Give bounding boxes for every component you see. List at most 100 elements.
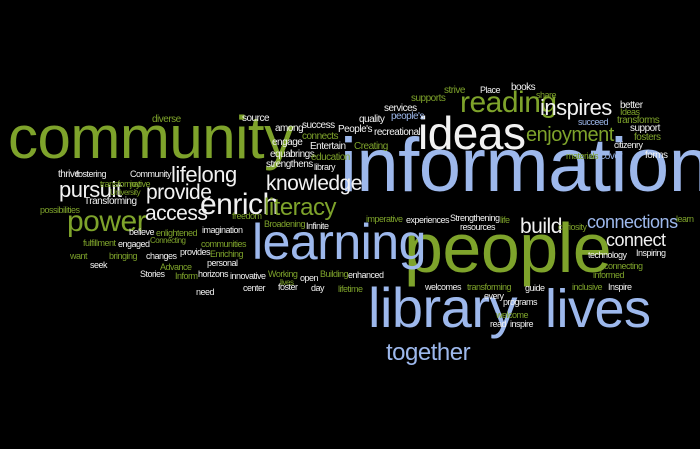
word-recreational: recreational: [374, 127, 421, 138]
word-inspire: inspire: [510, 319, 534, 329]
word-imagination: imagination: [202, 225, 243, 235]
word-diverse: diverse: [152, 114, 181, 125]
word-building: Building: [320, 269, 349, 279]
word-enlightened: enlightened: [156, 228, 198, 238]
word-creating: Creating: [354, 141, 388, 152]
word-read: read: [490, 319, 507, 329]
word-working: Working: [268, 269, 298, 279]
word-provides: provides: [180, 247, 211, 257]
word-together: together: [386, 339, 471, 366]
word-pursuit: pursuit: [59, 177, 122, 202]
word-power: power: [67, 205, 147, 238]
word-people: people: [404, 209, 612, 287]
word-transforms: transforms: [617, 115, 660, 126]
word-welcomes: welcomes: [425, 282, 462, 292]
word-lifetime: lifetime: [338, 284, 363, 294]
word-transformative: transformative: [100, 179, 151, 189]
word-joy: joy: [130, 179, 141, 189]
word-strengthens: strengthens: [266, 159, 313, 170]
word-brings: brings: [290, 149, 315, 160]
word-transforming: Transforming: [84, 196, 137, 207]
word-entertain: Entertain: [310, 141, 346, 152]
word-citizenry: citizenry: [614, 140, 643, 150]
word-engage: engage: [272, 137, 303, 148]
word-books: books: [511, 82, 536, 93]
word-enriching: Enriching: [210, 249, 244, 259]
word-need: need: [196, 287, 215, 297]
word-reading: reading: [460, 86, 557, 119]
word-enrich: enrich: [200, 188, 279, 221]
word-university: University: [110, 188, 141, 197]
word-curiosity: curiosity: [558, 222, 587, 232]
word-informed: informed: [593, 270, 625, 280]
word-ideas-small: Ideas: [620, 107, 640, 117]
word-inclusive: inclusive: [572, 282, 603, 292]
word-better: better: [620, 100, 643, 111]
word-connects: connects: [302, 131, 339, 142]
word-inspiring: Inspiring: [636, 248, 666, 258]
word-seek: seek: [90, 260, 108, 270]
word-source: source: [242, 113, 270, 124]
word-knowledge: knowledge: [266, 172, 362, 195]
word-quality: quality: [359, 114, 385, 125]
word-inspire-cap: Inspire: [608, 282, 632, 292]
word-welcome: welcome: [496, 310, 529, 320]
word-peoples: people's: [391, 111, 424, 122]
word-access: access: [145, 202, 208, 225]
word-literacy: literacy: [264, 194, 337, 221]
word-build: build: [520, 215, 562, 238]
word-fosters: fosters: [634, 132, 661, 143]
word-enjoyment: enjoyment: [526, 124, 614, 146]
word-foster: foster: [278, 282, 298, 292]
word-infinite: Infinite: [306, 221, 329, 231]
word-inform: Inform: [175, 271, 198, 281]
word-transforming-small: transforming: [467, 282, 512, 292]
word-broadening: Broadening: [264, 219, 306, 229]
word-engaged: engaged: [118, 239, 150, 249]
word-succeed: succeed: [578, 117, 609, 127]
word-connecting-small: connecting: [604, 261, 643, 271]
word-possibilities: possibilities: [40, 205, 80, 215]
word-every: every: [484, 291, 504, 301]
word-fulfillment: fulfillment: [83, 238, 116, 248]
word-library: library: [368, 276, 517, 339]
word-lives-small: lives: [280, 278, 294, 287]
word-equal: equal: [270, 149, 292, 160]
word-information: information: [340, 123, 700, 208]
word-enhanced: enhanced: [348, 270, 384, 280]
word-programs: programs: [503, 297, 538, 307]
word-resources: resources: [460, 222, 496, 232]
word-connections: connections: [587, 212, 678, 232]
word-among: among: [275, 123, 304, 134]
word-lives: lives: [545, 279, 651, 339]
word-stories: Stories: [140, 269, 165, 279]
word-supports: supports: [411, 93, 446, 104]
word-community-small: Community: [130, 169, 172, 179]
word-learning: learning: [252, 214, 426, 270]
word-guide: guide: [525, 283, 545, 293]
word-ideas: ideas: [418, 107, 526, 159]
word-advance: Advance: [160, 262, 192, 272]
word-life: life: [500, 215, 510, 225]
word-center: center: [243, 283, 266, 293]
word-communities: communities: [201, 239, 247, 249]
word-believe: believe: [129, 227, 155, 237]
word-technology: technology: [588, 250, 627, 260]
word-learn: learn: [676, 214, 694, 224]
word-personal: personal: [207, 258, 238, 268]
word-freedom: freedom: [232, 211, 262, 221]
word-day: day: [311, 283, 325, 293]
word-thrive: thrive: [58, 169, 80, 180]
word-connecting: Connecting: [150, 236, 186, 245]
word-fostering: fostering: [76, 169, 107, 179]
word-experiences: experiences: [406, 215, 450, 225]
word-share: share: [536, 90, 557, 100]
word-connect: connect: [606, 230, 666, 250]
word-forms: forms: [645, 150, 668, 161]
word-success: success: [302, 120, 335, 131]
word-place: Place: [480, 85, 501, 95]
word-innovative: innovative: [230, 271, 266, 281]
word-services: services: [384, 103, 417, 114]
word-lifelong: lifelong: [171, 162, 237, 187]
